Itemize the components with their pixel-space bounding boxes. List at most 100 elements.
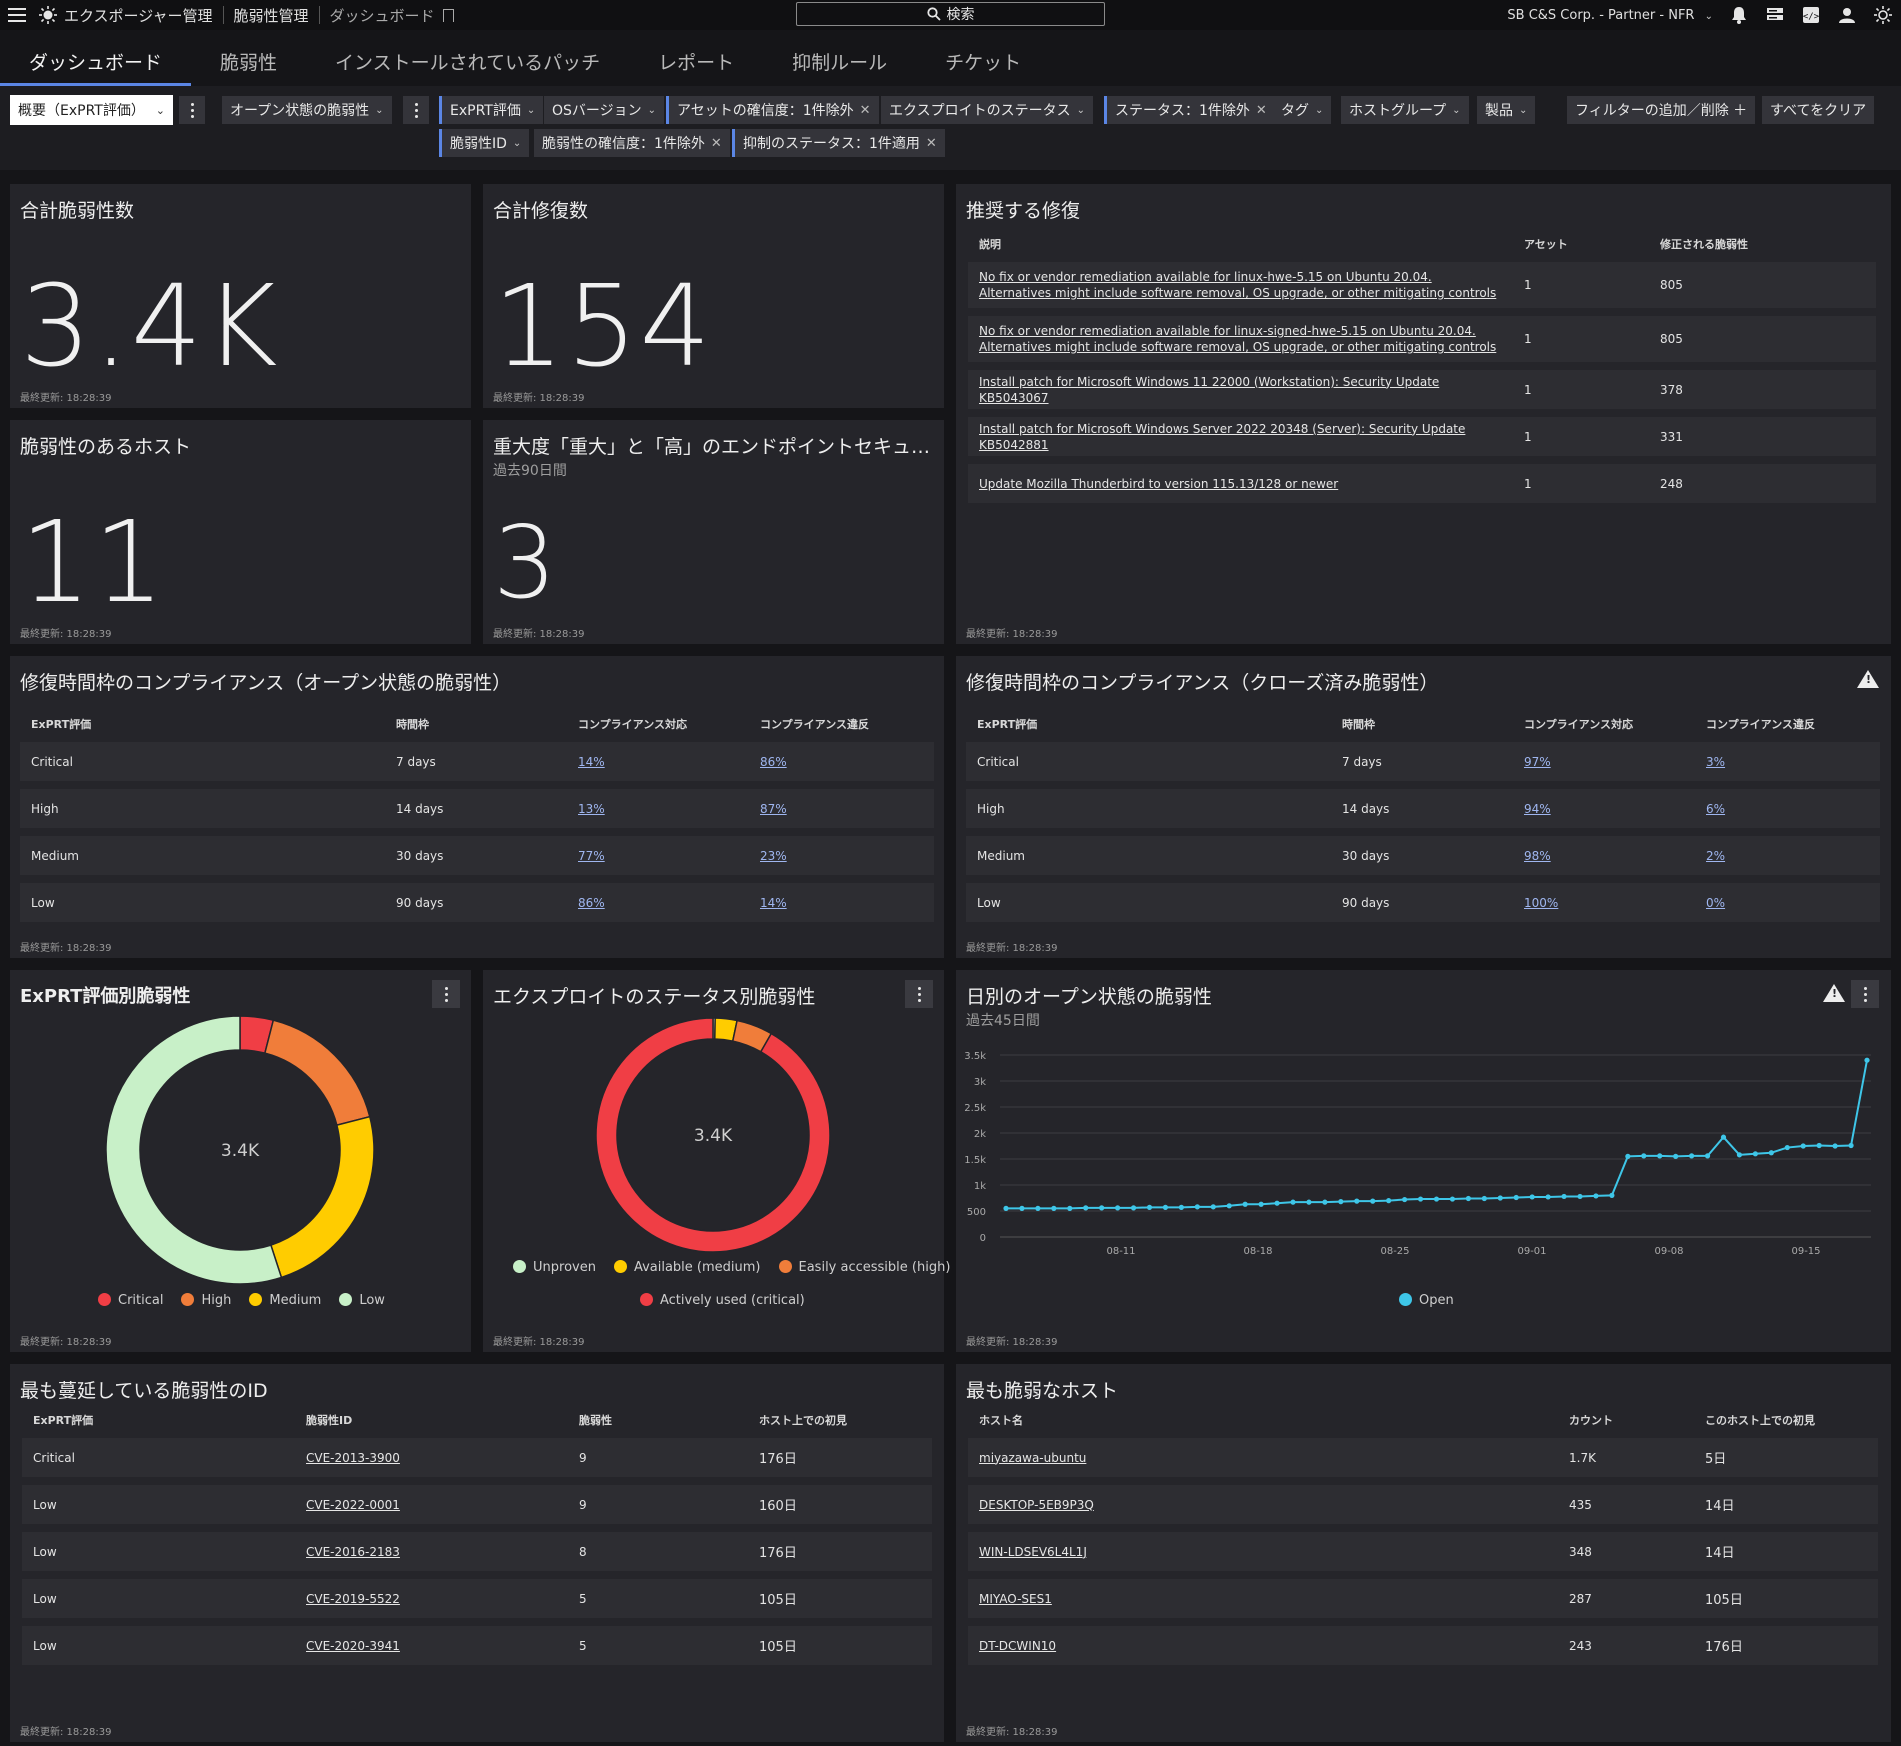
data-point[interactable] [1417, 1196, 1424, 1202]
host-link[interactable]: DT-DCWIN10 [979, 1638, 1057, 1653]
data-point[interactable] [1513, 1194, 1519, 1201]
compliant-link[interactable]: 97% [1524, 754, 1551, 769]
compliant-link[interactable]: 86% [578, 895, 605, 910]
warning-icon[interactable] [1823, 984, 1845, 1002]
filter-host-group[interactable]: ホストグループ ⌄ [1341, 96, 1469, 124]
data-point[interactable] [1545, 1194, 1551, 1200]
data-point[interactable] [1274, 1200, 1280, 1206]
series-line-open[interactable] [1006, 1060, 1868, 1210]
data-point[interactable] [1035, 1205, 1041, 1211]
noncompliant-link[interactable]: 23% [760, 848, 787, 863]
noncompliant-link[interactable]: 14% [760, 895, 787, 910]
filter-vuln-confidence[interactable]: 脆弱性の確信度：1件除外 ✕ [534, 129, 730, 157]
filter-vuln-id[interactable]: 脆弱性ID ⌄ [439, 129, 530, 157]
close-icon[interactable]: ✕ [859, 102, 871, 118]
search-button[interactable]: 検索 [796, 2, 1105, 26]
data-point[interactable] [1497, 1195, 1503, 1201]
data-point[interactable] [1720, 1134, 1727, 1140]
data-point[interactable] [1242, 1201, 1248, 1207]
data-point[interactable] [1083, 1205, 1089, 1211]
view-select[interactable]: 概要（ExPRT評価） ⌄ [10, 95, 173, 125]
data-point[interactable] [1449, 1196, 1456, 1202]
data-point[interactable] [1465, 1195, 1471, 1202]
host-link[interactable]: MIYAO-SES1 [979, 1591, 1052, 1606]
data-point[interactable] [1019, 1205, 1025, 1211]
theme-sun-icon[interactable] [1873, 5, 1893, 25]
data-point[interactable] [1673, 1153, 1679, 1159]
data-point[interactable] [1736, 1152, 1743, 1158]
filter-exploit-status[interactable]: エクスプロイトのステータス ⌄ [881, 96, 1093, 124]
donut-slice-high[interactable] [263, 1019, 371, 1127]
legend-item[interactable]: Easily accessible (high) [778, 1260, 950, 1275]
data-point[interactable] [1577, 1193, 1583, 1200]
filter-menu-button[interactable] [403, 96, 429, 124]
data-point[interactable] [1689, 1153, 1695, 1159]
legend-item[interactable]: Medium [249, 1293, 321, 1308]
daily-open-line-chart[interactable]: 0 500 1k 1.5k 2k 2.5k 3k 3.5k 08-11 08-18 08-25 09-… [956, 1040, 1891, 1340]
noncompliant-link[interactable]: 3% [1706, 754, 1726, 769]
compliant-link[interactable]: 94% [1524, 801, 1551, 816]
warning-icon[interactable] [1857, 670, 1879, 688]
tab-reports[interactable]: レポート [658, 52, 735, 74]
data-point[interactable] [1099, 1205, 1105, 1211]
tab-installed-patches[interactable]: インストールされているパッチ [335, 52, 601, 74]
data-point[interactable] [1800, 1143, 1806, 1149]
filter-asset-confidence[interactable]: アセットの確信度：1件除外 ✕ [666, 96, 879, 124]
compliant-link[interactable]: 98% [1524, 848, 1551, 863]
data-point[interactable] [1481, 1195, 1487, 1202]
legend-item[interactable]: Open [1399, 1293, 1454, 1308]
remediation-link[interactable]: Install patch for Microsoft Windows 11 2… [979, 374, 1440, 405]
filter-tag[interactable]: タグ ⌄ [1273, 96, 1332, 124]
menu-icon[interactable] [8, 8, 26, 22]
data-point[interactable] [1832, 1143, 1838, 1149]
code-icon[interactable]: </> [1801, 5, 1821, 25]
data-point[interactable] [1768, 1150, 1774, 1156]
legend-item[interactable]: Available (medium) [613, 1260, 761, 1275]
data-point[interactable] [1386, 1198, 1392, 1204]
data-point[interactable] [1641, 1153, 1647, 1159]
compliant-link[interactable]: 13% [578, 801, 605, 816]
donut-slice-actively-used-critical-[interactable] [595, 1017, 831, 1253]
filter-exprt[interactable]: ExPRT評価 ⌄ [439, 96, 544, 124]
filter-product[interactable]: 製品 ⌄ [1477, 96, 1536, 124]
data-point[interactable] [1625, 1153, 1631, 1159]
data-point[interactable] [1752, 1151, 1758, 1157]
host-link[interactable]: WIN-LDSEV6L4L1J [979, 1544, 1087, 1559]
legend-item[interactable]: Actively used (critical) [640, 1293, 805, 1308]
data-point[interactable] [1529, 1194, 1535, 1200]
bookmark-icon[interactable] [442, 8, 454, 22]
remediation-link[interactable]: No fix or vendor remediation available f… [979, 324, 1497, 354]
messages-icon[interactable] [1765, 5, 1785, 25]
data-point[interactable] [1290, 1199, 1296, 1205]
data-point[interactable] [1657, 1153, 1663, 1159]
close-icon[interactable]: ✕ [1255, 102, 1267, 118]
data-point[interactable] [1354, 1198, 1360, 1204]
remediation-link[interactable]: No fix or vendor remediation available f… [979, 270, 1497, 300]
breadcrumb-app[interactable]: エクスポージャー管理 [64, 6, 213, 25]
user-icon[interactable] [1837, 5, 1857, 25]
legend-item[interactable]: Unproven [513, 1260, 596, 1275]
noncompliant-link[interactable]: 0% [1706, 895, 1726, 910]
cve-link[interactable]: CVE-2022-0001 [306, 1497, 400, 1512]
filter-open-vulns[interactable]: オープン状態の脆弱性 ⌄ [222, 96, 392, 124]
legend-item[interactable]: Critical [98, 1293, 163, 1308]
data-point[interactable] [1784, 1144, 1790, 1151]
chart-menu-button[interactable] [432, 980, 460, 1008]
data-point[interactable] [1864, 1057, 1870, 1063]
cve-link[interactable]: CVE-2019-5522 [306, 1591, 400, 1606]
data-point[interactable] [1003, 1205, 1009, 1211]
data-point[interactable] [1322, 1199, 1328, 1205]
org-selector[interactable]: SB C&S Corp. - Partner - NFR ⌄ [1507, 8, 1713, 23]
total-vulns-value[interactable]: 3.4K [20, 262, 280, 392]
breadcrumb-section[interactable]: 脆弱性管理 [233, 6, 309, 25]
data-point[interactable] [1115, 1205, 1121, 1211]
exprt-donut-chart[interactable]: 3.4K [105, 1015, 375, 1285]
compliant-link[interactable]: 77% [578, 848, 605, 863]
noncompliant-link[interactable]: 2% [1706, 848, 1726, 863]
data-point[interactable] [1561, 1193, 1567, 1200]
data-point[interactable] [1704, 1153, 1711, 1159]
data-point[interactable] [1593, 1193, 1599, 1199]
critical-high-value[interactable]: 3 [493, 504, 559, 621]
chart-menu-button[interactable] [905, 980, 933, 1008]
data-point[interactable] [1051, 1205, 1057, 1211]
